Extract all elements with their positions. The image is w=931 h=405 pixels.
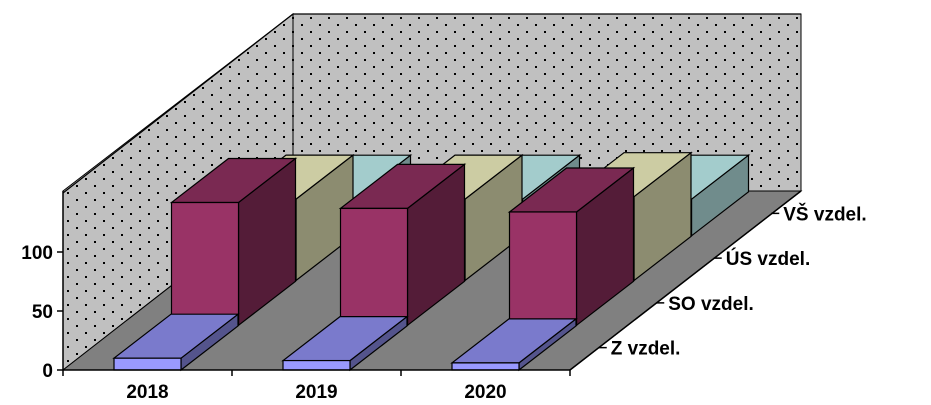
x-tick-label: 2020 xyxy=(464,382,506,403)
series-labels: Z vzdel. SO vzdel. ÚS vzdel. VŠ vzdel. xyxy=(598,203,867,360)
y-tick-label: 100 xyxy=(21,243,53,264)
gridlines xyxy=(62,13,801,194)
bar-series-1 xyxy=(112,312,578,372)
bar xyxy=(338,163,467,327)
bar xyxy=(169,157,298,327)
bar-front xyxy=(451,362,520,371)
bar xyxy=(450,317,578,372)
series-label: SO vzdel. xyxy=(668,294,754,315)
bar xyxy=(507,166,636,327)
y-tick-label: 50 xyxy=(32,302,53,323)
bar-series xyxy=(112,151,751,372)
series-label: Z vzdel. xyxy=(611,339,681,360)
bar-front xyxy=(113,357,182,371)
bar-front xyxy=(339,207,409,326)
series-axis-line xyxy=(569,190,802,371)
series-label: ÚS vzdel. xyxy=(726,248,810,270)
x-tick-labels: 2018 2019 2020 xyxy=(62,370,571,403)
bar-front xyxy=(282,359,351,371)
bar-front xyxy=(508,211,578,326)
x-tick-label: 2018 xyxy=(126,382,168,403)
value-axis: 0 50 100 2018 2019 2020 Z vzdel. SO vzdel. ÚS … xyxy=(21,190,867,403)
bar xyxy=(112,312,240,372)
x-tick-label: 2019 xyxy=(295,382,337,403)
gridline xyxy=(62,13,801,194)
y-tick-labels: 0 50 100 xyxy=(21,243,63,382)
bar-series-2 xyxy=(169,157,636,327)
y-tick-label: 0 xyxy=(42,361,53,382)
bar-front xyxy=(170,201,240,326)
series-label: VŠ vzdel. xyxy=(783,203,866,225)
